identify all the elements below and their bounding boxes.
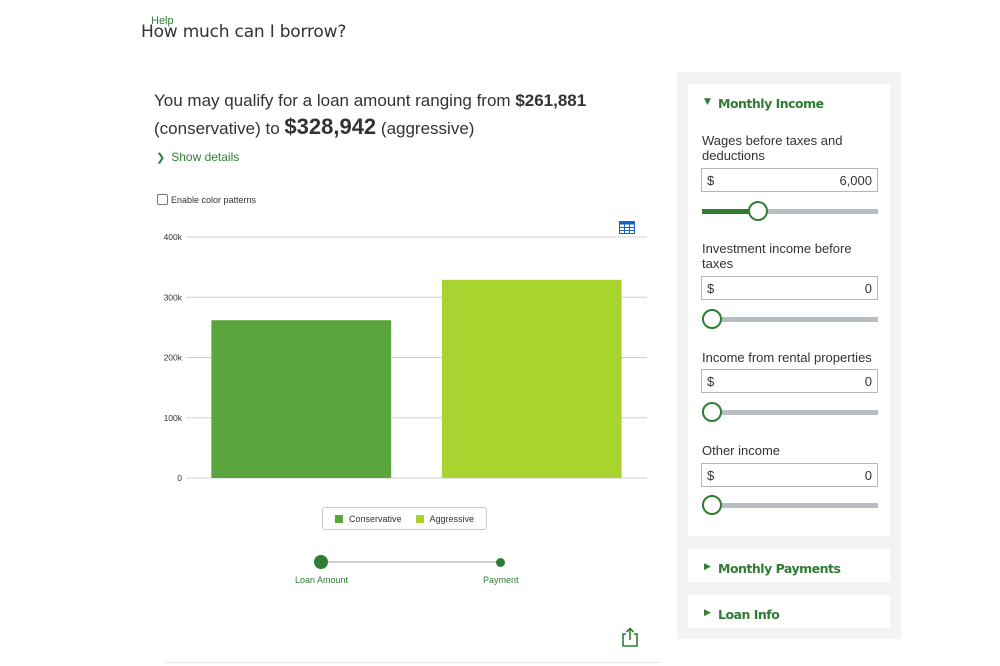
color-patterns-option[interactable]: Enable color patterns (157, 194, 256, 205)
legend-swatch-conservative (334, 514, 343, 523)
rental-income-label: Income from rental properties (702, 350, 872, 365)
bar-conservative[interactable] (211, 320, 392, 478)
toggle-track (321, 561, 501, 563)
page-title: How much can I borrow? (141, 22, 347, 42)
monthly-income-section: ▼ Monthly Income (688, 84, 890, 536)
other-income-slider[interactable] (702, 495, 878, 515)
legend-item-aggressive[interactable]: Aggressive (415, 513, 475, 524)
toggle-option-loan-amount-dot[interactable] (314, 555, 328, 569)
loan-info-header[interactable]: ▶ Loan Info (704, 607, 780, 622)
loan-info-title: Loan Info (718, 607, 780, 622)
other-income-label: Other income (702, 443, 781, 458)
y-tick-label: 400k (164, 232, 183, 242)
toggle-label-payment[interactable]: Payment (483, 575, 519, 585)
other-income-value: 0 (864, 468, 872, 483)
investment-income-input[interactable]: $ 0 (701, 276, 878, 300)
rental-income-value: 0 (864, 374, 872, 389)
table-icon[interactable] (619, 221, 635, 234)
caret-right-icon: ▶ (704, 562, 711, 572)
wages-label: Wages before taxes and deductions (702, 133, 843, 163)
y-tick-label: 100k (164, 413, 183, 423)
monthly-payments-section[interactable]: ▶ Monthly Payments (688, 549, 890, 582)
view-toggle: Loan Amount Payment (290, 552, 530, 592)
currency-symbol: $ (707, 173, 715, 188)
show-details-toggle[interactable]: ❯ Show details (156, 150, 239, 164)
currency-symbol: $ (707, 374, 715, 389)
wages-slider-fill (702, 209, 759, 214)
rental-income-input[interactable]: $ 0 (701, 369, 878, 393)
y-tick-label: 0 (177, 473, 182, 483)
conservative-amount: $261,881 (515, 91, 587, 110)
bottom-divider (165, 662, 660, 663)
monthly-income-title: Monthly Income (718, 96, 824, 111)
monthly-payments-title: Monthly Payments (718, 561, 841, 576)
y-tick-label: 200k (164, 353, 183, 363)
chevron-right-icon: ❯ (156, 152, 166, 164)
wages-input[interactable]: $ 6,000 (701, 168, 878, 192)
legend-item-conservative[interactable]: Conservative (334, 513, 402, 524)
toggle-label-loan-amount[interactable]: Loan Amount (295, 575, 349, 585)
investment-income-label: Investment income before taxes (702, 241, 852, 271)
investment-income-slider-thumb[interactable] (702, 309, 722, 329)
legend-swatch-aggressive (415, 514, 424, 523)
rental-income-slider-thumb[interactable] (702, 402, 722, 422)
color-patterns-label: Enable color patterns (171, 194, 257, 205)
wages-slider[interactable] (702, 201, 878, 221)
caret-down-icon: ▼ (704, 97, 711, 107)
investment-income-slider[interactable] (702, 309, 878, 329)
loan-summary: You may qualify for a loan amount rangin… (154, 88, 654, 142)
monthly-income-header[interactable]: ▼ Monthly Income (704, 96, 824, 111)
other-income-slider-thumb[interactable] (702, 495, 722, 515)
caret-right-icon: ▶ (704, 608, 711, 618)
aggressive-label: (aggressive) (380, 119, 475, 138)
conservative-label: (conservative) to (154, 119, 280, 138)
toggle-option-payment-dot[interactable] (496, 558, 505, 567)
investment-income-value: 0 (864, 281, 872, 296)
bar-aggressive[interactable] (441, 279, 622, 478)
color-patterns-checkbox[interactable] (157, 194, 168, 205)
y-tick-label: 300k (164, 292, 183, 302)
aggressive-amount: $328,942 (284, 114, 377, 139)
show-details-label: Show details (171, 150, 240, 164)
legend-label-aggressive: Aggressive (429, 513, 475, 524)
wages-slider-thumb[interactable] (748, 201, 769, 221)
legend-label-conservative: Conservative (348, 513, 402, 524)
currency-symbol: $ (707, 281, 715, 296)
share-icon[interactable] (621, 627, 639, 647)
monthly-payments-header[interactable]: ▶ Monthly Payments (704, 561, 841, 576)
loan-info-section[interactable]: ▶ Loan Info (688, 595, 890, 628)
other-income-input[interactable]: $ 0 (701, 463, 878, 487)
wages-value: 6,000 (839, 173, 872, 188)
chart-legend: Conservative Aggressive (322, 507, 487, 530)
rental-income-slider[interactable] (702, 402, 878, 422)
currency-symbol: $ (707, 468, 715, 483)
help-link[interactable]: Help (151, 15, 174, 27)
summary-prefix: You may qualify for a loan amount rangin… (154, 91, 511, 110)
loan-amount-chart: 0 100k 200k 300k 400k (164, 232, 647, 483)
